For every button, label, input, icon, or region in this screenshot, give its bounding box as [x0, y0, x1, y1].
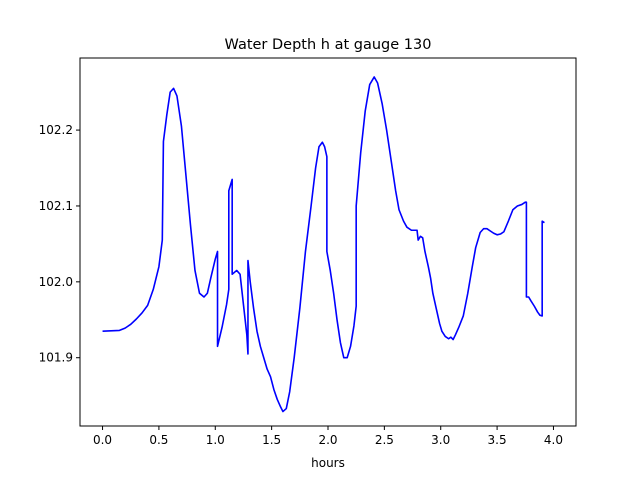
x-tick-label: 1.5: [262, 433, 281, 447]
chart-title: Water Depth h at gauge 130: [225, 37, 432, 53]
x-tick-label: 1.0: [206, 433, 225, 447]
y-tick-label: 102.1: [39, 199, 73, 213]
x-tick-label: 0.0: [93, 433, 112, 447]
x-tick-label: 0.5: [149, 433, 168, 447]
y-axis: 101.9 102.0 102.1 102.2: [39, 123, 80, 365]
x-tick-label: 4.0: [544, 433, 563, 447]
y-tick-label: 102.0: [39, 275, 73, 289]
x-tick-label: 2.0: [318, 433, 337, 447]
y-tick-label: 101.9: [39, 351, 73, 365]
x-tick-label: 3.0: [431, 433, 450, 447]
x-axis-label: hours: [311, 456, 345, 470]
x-tick-label: 2.5: [375, 433, 394, 447]
x-tick-label: 3.5: [488, 433, 507, 447]
y-tick-label: 102.2: [39, 123, 73, 137]
series-line-0: [102, 76, 545, 413]
plot-area: [102, 76, 545, 413]
x-axis: 0.0 0.5 1.0 1.5 2.0 2.5 3.0 3.5 4.0: [93, 426, 563, 447]
